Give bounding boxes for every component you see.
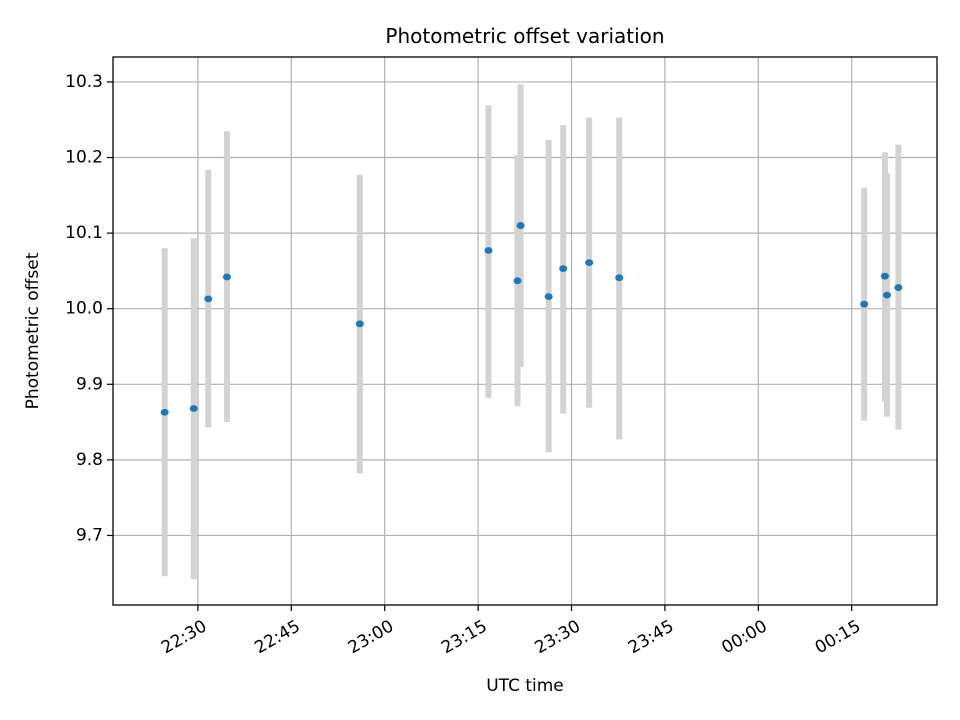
data-point [513, 277, 522, 285]
x-axis-title: UTC time [486, 676, 564, 696]
data-point [559, 265, 568, 273]
chart-title: Photometric offset variation [385, 24, 664, 48]
data-point [615, 274, 624, 282]
y-axis-ticks: 9.7 9.8 9.9 10.0 10.1 10.2 10.3 [65, 72, 113, 545]
data-point [860, 300, 869, 308]
data-point [189, 405, 198, 412]
data-point [880, 272, 889, 280]
data-point [516, 222, 525, 229]
plot-frame [112, 56, 938, 606]
data-point [882, 291, 891, 299]
y-tick-label: 10.1 [65, 223, 103, 243]
data-points [160, 222, 903, 416]
data-point [544, 293, 553, 301]
data-point [204, 295, 213, 303]
y-tick-label: 10.2 [65, 148, 103, 168]
data-point [222, 273, 231, 281]
data-point [484, 247, 493, 254]
y-tick-label: 10.3 [65, 72, 103, 92]
y-tick-label: 9.7 [76, 525, 103, 545]
grid-layer [113, 57, 937, 605]
y-tick-label: 9.9 [76, 374, 103, 394]
data-point [585, 259, 594, 266]
y-tick-label: 10.0 [65, 299, 103, 319]
data-point [160, 408, 169, 416]
y-axis-title: Photometric offset [23, 252, 43, 409]
data-point [894, 284, 903, 291]
y-tick-label: 9.8 [76, 450, 103, 470]
data-point [355, 320, 364, 328]
